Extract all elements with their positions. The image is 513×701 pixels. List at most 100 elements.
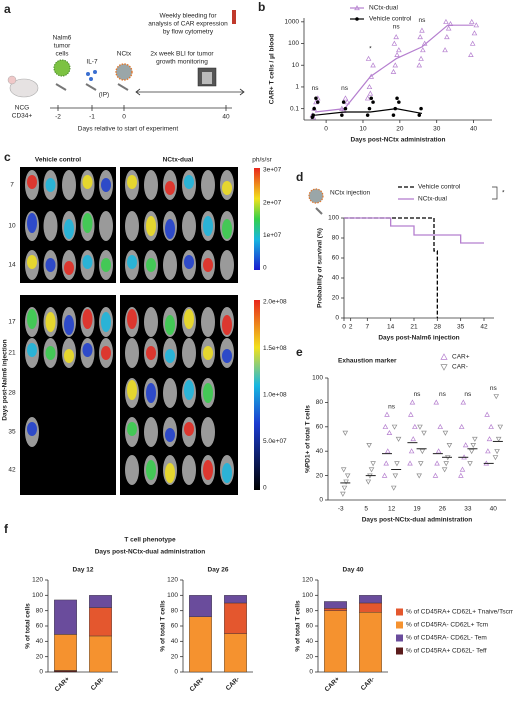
signal-blob (127, 309, 137, 329)
color-scale (254, 168, 260, 270)
data-point (394, 461, 400, 467)
scale-label: 2.0e+08 (263, 299, 287, 306)
data-point (433, 399, 440, 405)
signal-blob (184, 380, 194, 400)
signal-blob (27, 309, 37, 329)
data-point (417, 424, 423, 430)
legend-label: % of CD45RA+ CD62L- Teff (406, 648, 487, 655)
data-point (394, 51, 400, 57)
figure-title: T cell phenotype (124, 537, 176, 544)
y-tick-label: 40 (316, 448, 324, 455)
panel-label: e (296, 345, 303, 359)
data-point (462, 442, 469, 448)
data-point (419, 27, 425, 33)
y-tick-label: 60 (36, 623, 44, 630)
nctx-label: NCtx (117, 51, 132, 58)
scale-label: 3e+07 (263, 167, 282, 174)
y-tick-label: 60 (316, 424, 324, 431)
data-point (395, 436, 402, 442)
x-tick-label: CAR- (225, 676, 241, 692)
data-point (364, 95, 371, 101)
signal-blob (165, 463, 175, 483)
mouse-image (43, 211, 58, 241)
data-point (343, 479, 349, 485)
x-tick-label: 40 (490, 506, 498, 513)
syringe-icon (315, 207, 323, 215)
data-point (441, 467, 448, 473)
mouse-image (144, 307, 158, 337)
mouse-image (144, 417, 158, 447)
legend-marker (440, 364, 448, 371)
signal-blob (64, 315, 74, 335)
timeline-tick-label: -2 (55, 114, 61, 121)
timeline-label: Days relative to start of experiment (78, 126, 179, 133)
y-tick-label: 60 (332, 255, 340, 262)
imaging-axis-label: Days post-Nalm6 injection (2, 339, 9, 420)
signal-blob (82, 213, 93, 233)
bar-segment (189, 616, 212, 673)
data-point (392, 473, 399, 479)
timeline-tick-label: -1 (89, 114, 95, 121)
signal-blob (101, 258, 111, 272)
tumor-label: tumor (54, 43, 71, 50)
data-point (437, 423, 444, 429)
bleeding-note: Weekly bleeding for (160, 13, 218, 20)
signal-blob (165, 181, 175, 195)
mouse-image (144, 170, 158, 200)
group-label: Vehicle control (35, 157, 81, 164)
significance-label: ns (388, 403, 396, 410)
figure-subtitle: Days post-NCtx-dual administration (95, 549, 206, 556)
color-scale (254, 300, 260, 490)
data-point (434, 460, 440, 466)
group-label: NCtx-dual (163, 157, 194, 164)
x-tick-label: 19 (413, 506, 421, 513)
mouse-ear (7, 75, 17, 85)
signal-blob (222, 463, 232, 483)
signal-blob (222, 219, 232, 239)
scale-label: 1.0e+08 (263, 392, 287, 399)
data-point (468, 449, 475, 455)
data-point (391, 113, 396, 117)
data-point (435, 448, 442, 454)
data-point (494, 449, 500, 455)
signal-blob (27, 343, 37, 357)
scale-units: ph/s/sr (252, 157, 272, 164)
x-tick-label: 35 (457, 324, 465, 331)
data-point (311, 113, 316, 117)
y-tick-label: 20 (36, 653, 44, 660)
y-tick-label: 0 (309, 669, 313, 676)
bar-segment (359, 595, 382, 604)
bar-segment (324, 610, 347, 673)
data-point (418, 55, 424, 61)
signal-blob (222, 315, 232, 335)
legend-label: % of CD45RA- CD62L- Tem (406, 635, 487, 642)
il7-icon (93, 70, 97, 74)
data-point (396, 47, 402, 53)
signal-blob (101, 346, 111, 360)
x-tick-label: 7 (366, 324, 370, 331)
signal-blob (165, 315, 175, 335)
x-tick-label: 2 (349, 324, 353, 331)
x-tick-label: 26 (439, 506, 447, 513)
signal-blob (146, 460, 156, 480)
y-tick-label: 80 (316, 399, 324, 406)
scale-label: 0 (263, 265, 267, 272)
x-axis-label: Days post-NCtx administration (351, 137, 446, 144)
data-point (432, 472, 439, 478)
data-point (484, 411, 490, 417)
timeline-tick-label: 0 (122, 114, 126, 121)
data-point (340, 113, 344, 117)
data-point (421, 430, 427, 436)
signal-blob (82, 309, 93, 329)
data-point (458, 423, 465, 429)
bar-segment (189, 595, 212, 617)
y-tick-label: 100 (32, 592, 43, 599)
data-point (408, 411, 414, 417)
data-point (371, 100, 375, 104)
syringe-icon (85, 83, 97, 91)
scale-label: 1.5e+08 (263, 345, 287, 352)
data-point (442, 430, 449, 436)
bar-segment (324, 608, 347, 611)
data-point (460, 399, 467, 405)
data-point (470, 442, 477, 449)
